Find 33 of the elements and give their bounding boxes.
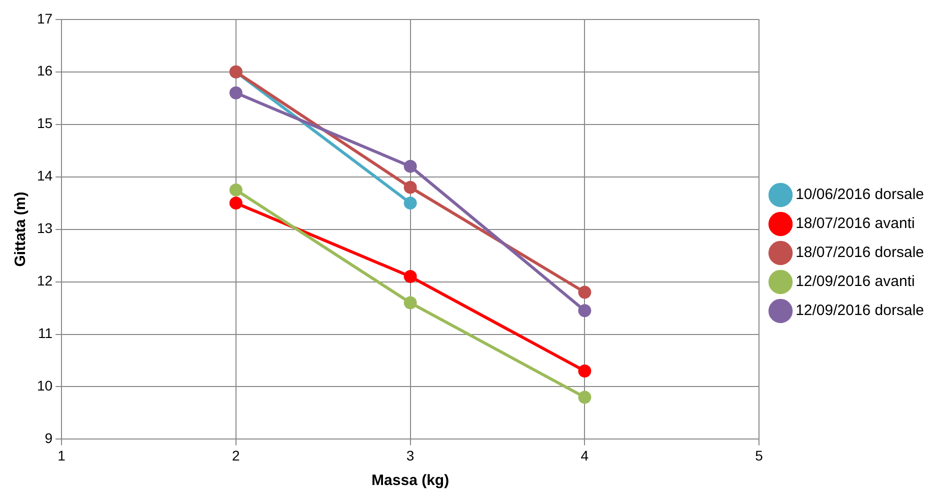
y-tick-label: 15	[36, 115, 53, 132]
y-tick-label: 10	[36, 378, 53, 394]
point	[229, 86, 242, 100]
point	[578, 304, 592, 318]
x-tick-label: 1	[58, 447, 66, 464]
y-tick-label: 17	[36, 10, 53, 26]
legend-label: 12/09/2016 avanti	[796, 273, 915, 290]
x-tick-label: 4	[580, 447, 589, 464]
point	[404, 160, 417, 173]
y-tick-label: 16	[36, 62, 53, 79]
legend-label: 12/09/2016 dorsale	[796, 302, 924, 320]
legend-label: 10/06/2016 dorsale	[796, 186, 924, 204]
y-tick-label: 12	[36, 272, 53, 289]
y-tick-label: 11	[38, 325, 53, 342]
x-axis-title: Massa (kg)	[372, 472, 450, 490]
point	[578, 390, 592, 404]
point	[229, 183, 242, 196]
y-axis-title: Gittata (m)	[12, 192, 30, 267]
y-tick-label: 14	[36, 168, 53, 184]
y-tick-label: 13	[36, 220, 53, 236]
point	[578, 286, 592, 299]
x-tick-label: 2	[232, 447, 240, 464]
legend-label: 18/07/2016 avanti	[796, 215, 915, 232]
x-tick-label: 5	[755, 447, 764, 464]
x-tick-label: 3	[406, 447, 414, 464]
point	[404, 296, 417, 310]
legend-label: 18/07/2016 dorsale	[796, 244, 924, 262]
point	[229, 196, 242, 210]
point	[404, 196, 417, 210]
point	[404, 270, 417, 284]
point	[404, 180, 417, 194]
y-tick-label: 9	[44, 430, 53, 446]
point	[578, 364, 592, 378]
